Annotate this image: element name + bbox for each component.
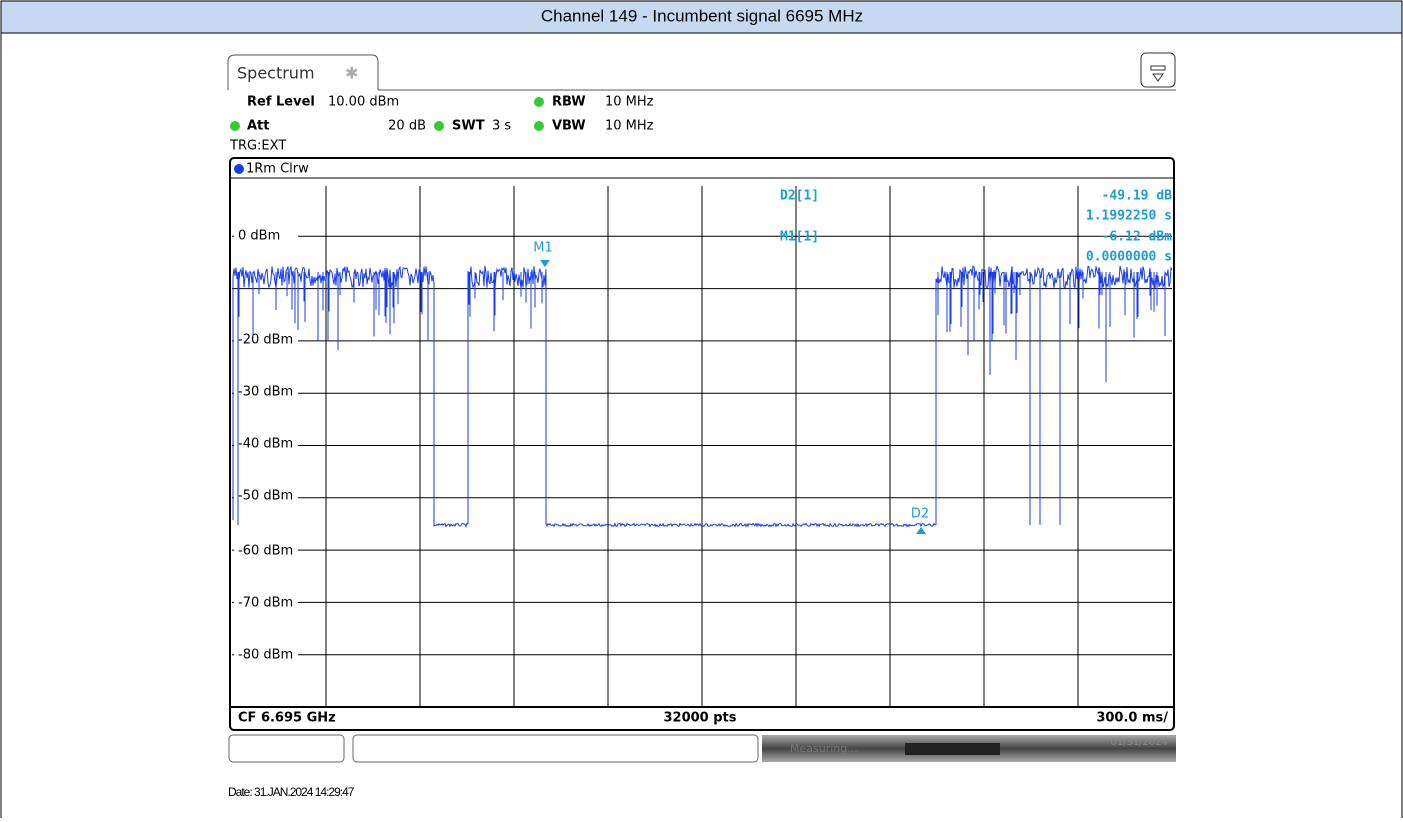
footer: 32000 pts <box>663 711 736 726</box>
label-bg <box>234 332 298 348</box>
readout-name: D2[1] <box>780 189 819 204</box>
label: Ref Level <box>247 95 315 110</box>
readout-value: -6.12 dBm <box>1102 230 1173 245</box>
label-bg <box>234 595 298 611</box>
label-bg <box>234 228 298 244</box>
label: Att <box>247 119 270 134</box>
marker-label: M1 <box>533 241 553 256</box>
y-label: -30 dBm <box>238 385 293 400</box>
input-field[interactable] <box>352 734 759 763</box>
title-bar <box>0 0 1403 34</box>
value: 10 MHz <box>605 95 654 110</box>
trigger: TRG:EXT <box>229 139 286 154</box>
y-label: -50 dBm <box>238 489 293 504</box>
readouts: D2[1] -49.19 dB 1.1992250 s M1[1] -6.12 … <box>780 189 1172 265</box>
value: 10.00 dBm <box>328 95 399 110</box>
readout-time: 0.0000000 s <box>1086 250 1172 265</box>
y-label: 0 dBm <box>238 229 280 244</box>
tab[interactable] <box>227 54 379 90</box>
status-date: 01/31/2024 <box>1110 737 1168 748</box>
tab-icon: ✱ <box>345 64 358 83</box>
label: SWT <box>452 119 485 134</box>
label-bg <box>234 436 298 452</box>
label: VBW <box>552 119 586 134</box>
value: 20 dB <box>388 119 426 134</box>
readout-name: M1[1] <box>780 230 819 245</box>
y-label: -80 dBm <box>238 648 293 663</box>
y-label: -20 dBm <box>238 333 293 348</box>
y-label: -40 dBm <box>238 437 293 452</box>
footer: CF 6.695 GHz <box>238 711 336 726</box>
marker-label: D2 <box>911 507 929 522</box>
label-bg <box>234 488 298 504</box>
label-bg <box>234 647 298 663</box>
status: Measuring... <box>790 742 858 755</box>
trace-label: 1Rm Clrw <box>246 162 309 177</box>
softkey[interactable] <box>228 734 345 763</box>
y-label: -70 dBm <box>238 596 293 611</box>
footer: 300.0 ms/ <box>1096 711 1168 726</box>
title: Channel 149 - Incumbent signal 6695 MHz <box>541 6 863 25</box>
label: RBW <box>552 95 586 110</box>
value: 3 s <box>492 119 511 134</box>
trace <box>232 265 1173 528</box>
readout-time: 1.1992250 s <box>1086 209 1172 224</box>
settings: Ref Level 10.00 dBm RBW 10 MHz Att 20 dB… <box>229 95 654 154</box>
y-label: -60 dBm <box>238 544 293 559</box>
label-bg <box>234 543 298 559</box>
label-bg <box>234 384 298 400</box>
readout-value: -49.19 dB <box>1102 189 1173 204</box>
value: 10 MHz <box>605 119 654 134</box>
date: Date: 31.JAN.2024 14:29:47 <box>228 785 355 799</box>
tab-label: Spectrum <box>237 64 315 83</box>
